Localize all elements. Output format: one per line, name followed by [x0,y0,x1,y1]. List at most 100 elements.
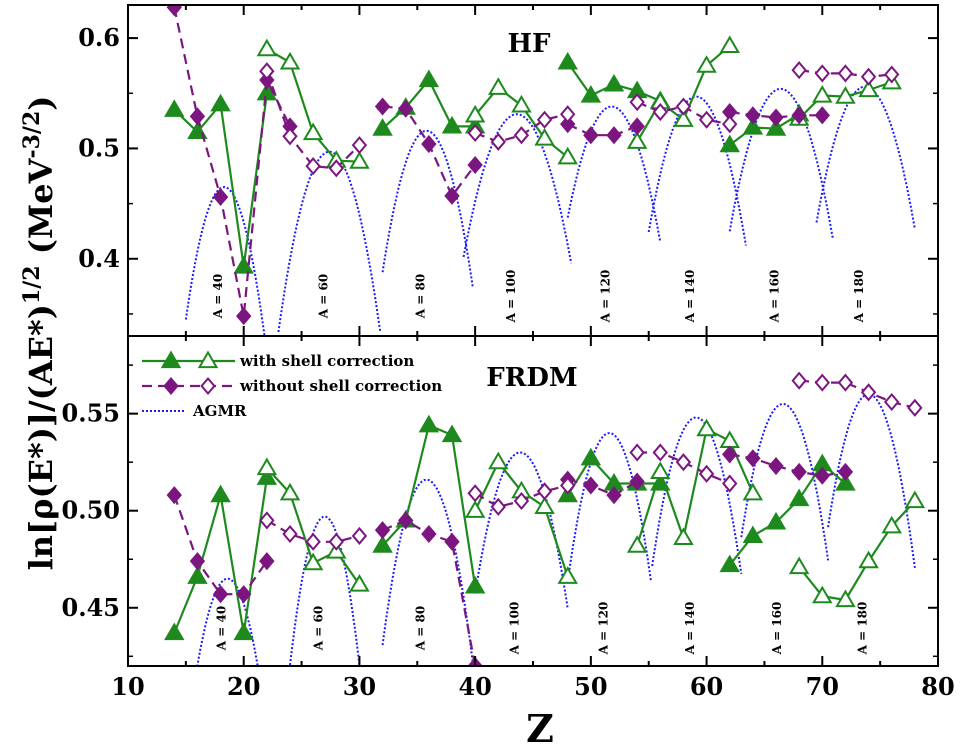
diamond-marker [768,457,784,476]
y-tick-label: 0.50 [62,496,120,525]
agmr-label: A = 40 [211,274,225,319]
triangle-marker [835,86,856,104]
diamond-marker [560,105,576,124]
triangle-marker [835,589,856,608]
agmr-label: A = 180 [856,602,870,656]
triangle-marker [557,51,578,70]
triangle-marker [256,38,278,57]
triangle-marker [160,350,182,369]
triangle-marker [765,511,787,530]
triangle-marker [788,488,810,507]
y-tick-label: 0.45 [62,593,120,622]
legend-entry-noshell: without shell correction [142,376,442,396]
triangle-marker [279,51,301,70]
diamond-marker [351,526,368,545]
agmr-label: A = 60 [316,274,330,319]
diamond-marker [860,383,877,402]
x-tick-label: 50 [574,672,607,701]
diamond-marker [163,376,179,396]
series-line [798,500,916,602]
diamond-marker [722,445,738,464]
agmr-label: A = 160 [770,602,784,656]
x-tick-label: 40 [458,672,491,701]
legend: with shell correction without shell corre… [142,350,442,420]
triangle-marker [812,585,833,604]
triangle-marker [302,122,324,141]
legend-label: without shell correction [239,377,442,395]
series-line [173,93,268,267]
series-line [636,44,731,143]
panel-frdm: A = 40 A = 60 A = 80 A = 100 A = 120 A = 140 A… [62,335,939,667]
agmr-label: A = 180 [852,270,866,324]
triangle-marker [603,73,625,92]
diamond-marker [282,127,298,146]
diamond-marker [791,61,807,80]
agmr-label: A = 100 [507,602,521,656]
diamond-marker [200,376,216,396]
agmr-curve [728,87,834,238]
triangle-marker [488,451,509,470]
diamond-marker [236,307,252,326]
y-tick-label: 0.55 [62,399,120,428]
series-line [173,6,291,317]
agmr-label: A = 160 [768,270,782,324]
diamond-marker [814,466,830,485]
triangle-marker [650,461,671,480]
diamond-marker [351,136,368,155]
y-label-part: -3/2 [19,111,45,159]
triangle-marker [858,550,879,569]
triangle-marker [557,566,578,584]
triangle-marker [210,484,231,503]
triangle-marker [511,94,532,113]
plot-layer: A = 40 A = 60 A = 80 A = 100 A = 120 A = 140 A… [19,4,955,749]
panel-data [164,5,916,336]
diamond-marker [560,476,576,495]
diamond-marker [583,126,599,145]
diamond-marker [189,552,206,571]
triangle-marker [534,496,555,514]
triangle-marker [835,473,856,491]
diamond-marker [629,93,645,112]
triangle-marker [626,131,648,149]
agmr-label: A = 80 [414,606,428,651]
x-tick-label: 20 [227,672,260,701]
diamond-marker [722,115,738,134]
legend-entry-shell: with shell correction [142,350,414,370]
series-line [474,460,569,578]
diamond-marker [768,108,784,127]
diamond-marker [421,134,437,154]
diamond-marker [837,373,854,392]
diamond-marker [212,187,229,207]
triangle-marker [904,490,926,509]
series-line [567,123,638,137]
diamond-marker [467,123,483,143]
triangle-marker [742,482,764,501]
triangle-marker [418,69,440,88]
legend-entry-agmr: AGMR [142,402,247,420]
diamond-marker [860,67,877,86]
panel-hf: A = 40 A = 60 A = 80 A = 100 A = 120 A = 140 A… [78,4,939,337]
diamond-marker [536,110,553,129]
triangle-marker [464,500,486,518]
diamond-marker [374,521,391,540]
triangle-marker [488,77,509,95]
triangle-marker [696,418,717,437]
y-tick-label: 0.6 [78,23,120,52]
panel-title: HF [507,29,551,59]
diamond-marker [722,474,738,493]
diamond-marker [398,99,414,118]
series-line [636,427,754,546]
diamond-marker [467,484,483,503]
x-tick-label: 30 [343,672,376,701]
x-tick-label: 60 [690,672,723,701]
triangle-marker [197,350,219,369]
diamond-marker [629,443,645,462]
agmr-curve [277,150,382,333]
series-line [266,48,360,163]
agmr-label: A = 140 [683,270,697,324]
triangle-marker [349,151,370,169]
triangle-marker [580,84,602,103]
diamond-marker [606,126,622,145]
agmr-label: A = 40 [215,606,229,651]
diamond-marker [814,64,830,83]
